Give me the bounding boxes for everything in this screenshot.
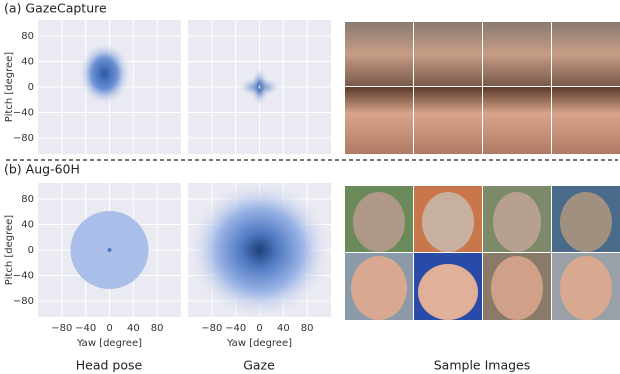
row-label: (b) Aug-60H xyxy=(4,162,80,177)
face xyxy=(351,256,407,320)
y-tick-label: 80 xyxy=(21,194,34,205)
face xyxy=(418,264,478,320)
x-tick-label: 80 xyxy=(151,323,164,334)
face xyxy=(353,192,405,252)
density-blob xyxy=(250,67,269,107)
sample-image xyxy=(345,87,413,154)
sample-image xyxy=(552,87,620,154)
x-axis-label: Yaw [degree] xyxy=(226,338,292,349)
x-tick-label: −40 xyxy=(225,323,246,334)
y-axis-label: Pitch [degree] xyxy=(4,52,15,122)
column-label: Head pose xyxy=(76,358,143,373)
x-tick-label: 40 xyxy=(127,323,140,334)
density-blob xyxy=(188,183,331,317)
y-tick-label: −40 xyxy=(13,108,34,119)
x-tick-label: −80 xyxy=(201,323,222,334)
x-tick-label: 0 xyxy=(106,323,112,334)
density xyxy=(188,183,331,317)
column-label: Sample Images xyxy=(434,358,531,373)
y-tick-label: −40 xyxy=(13,271,34,282)
sample-image xyxy=(414,22,482,86)
face xyxy=(422,192,474,252)
y-tick-label: −80 xyxy=(13,133,34,144)
y-tick-label: 0 xyxy=(28,245,34,256)
column-label: Gaze xyxy=(243,358,275,373)
x-axis-label: Yaw [degree] xyxy=(76,338,142,349)
sample-image xyxy=(345,22,413,86)
x-tick-label: 80 xyxy=(301,323,314,334)
x-tick-label: 40 xyxy=(277,323,290,334)
sample-image xyxy=(483,87,551,154)
density-center xyxy=(107,248,112,252)
y-tick-label: 0 xyxy=(28,82,34,93)
sample-image xyxy=(414,87,482,154)
face xyxy=(560,192,612,252)
face xyxy=(491,256,543,320)
x-tick-label: 0 xyxy=(256,323,262,334)
y-axis-label: Pitch [degree] xyxy=(4,215,15,285)
density-blob xyxy=(78,45,131,109)
x-tick-label: −80 xyxy=(51,323,72,334)
face xyxy=(560,256,612,320)
row-label: (a) GazeCapture xyxy=(4,1,107,16)
sample-image xyxy=(483,22,551,86)
sample-images xyxy=(345,22,620,320)
y-tick-label: 40 xyxy=(21,56,34,67)
face xyxy=(493,192,541,252)
x-tick-label: −40 xyxy=(75,323,96,334)
y-tick-label: −80 xyxy=(13,296,34,307)
y-tick-label: 40 xyxy=(21,219,34,230)
y-tick-label: 80 xyxy=(21,31,34,42)
density xyxy=(78,45,131,109)
sample-image xyxy=(552,22,620,86)
density xyxy=(237,67,282,107)
density xyxy=(70,211,149,289)
